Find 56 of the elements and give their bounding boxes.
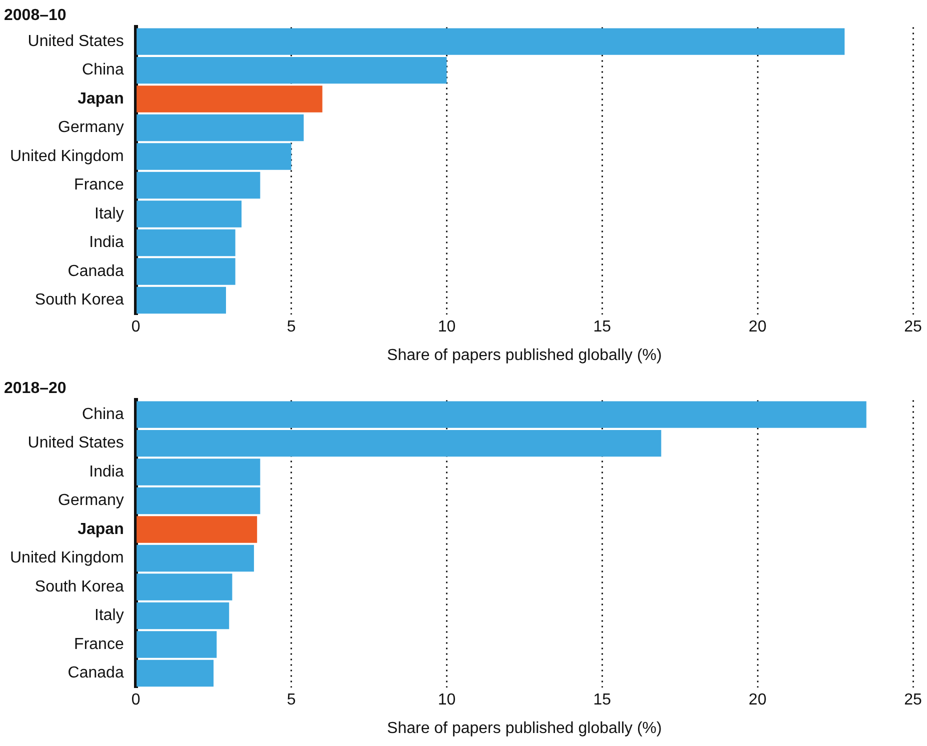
bar — [136, 114, 304, 142]
y-tick-label: China — [82, 406, 124, 423]
bar — [136, 143, 292, 170]
y-tick-label: Italy — [94, 205, 124, 222]
x-tick-label: 5 — [286, 692, 296, 709]
bar — [136, 458, 260, 486]
bar — [136, 631, 217, 658]
bar — [136, 401, 866, 428]
y-tick-label: United States — [28, 434, 124, 452]
x-tick-label: 0 — [131, 318, 140, 336]
bar — [136, 28, 845, 55]
x-tick-label: 10 — [438, 692, 456, 709]
y-tick-label: France — [74, 636, 124, 653]
y-tick-label: United Kingdom — [10, 550, 124, 567]
bar — [136, 86, 322, 112]
y-tick-label: Italy — [94, 607, 124, 624]
bar — [136, 430, 662, 457]
x-axis-title: Share of papers published globally (%) — [387, 720, 662, 737]
y-tick-label: Canada — [68, 262, 124, 280]
x-tick-label: 20 — [748, 318, 767, 336]
y-tick-label: China — [82, 62, 124, 79]
y-tick-label: Japan — [78, 520, 124, 538]
x-tick-label: 25 — [904, 692, 922, 709]
y-tick-label: United States — [28, 32, 124, 50]
y-tick-label: India — [89, 234, 124, 252]
bar — [136, 487, 260, 514]
y-tick-label: United Kingdom — [10, 148, 124, 165]
x-tick-label: 5 — [286, 318, 296, 336]
x-tick-label: 15 — [593, 318, 612, 336]
bar — [136, 56, 447, 84]
bar — [136, 544, 254, 572]
x-tick-label: 25 — [904, 318, 922, 336]
bar — [136, 258, 236, 285]
y-tick-label: Canada — [68, 664, 124, 682]
x-tick-label: 15 — [593, 692, 612, 709]
y-tick-label: South Korea — [34, 578, 124, 596]
y-tick-label: France — [74, 176, 124, 194]
bar — [136, 229, 236, 256]
x-tick-label: 0 — [131, 692, 140, 709]
bar — [136, 574, 232, 600]
bar — [136, 200, 242, 228]
bar — [136, 172, 260, 199]
bar — [136, 286, 226, 314]
x-tick-label: 20 — [748, 692, 767, 709]
x-axis-title: Share of papers published globally (%) — [387, 346, 662, 364]
y-tick-label: Germany — [58, 119, 124, 136]
y-tick-label: India — [89, 463, 124, 480]
chart-title: 2008–10 — [4, 7, 66, 24]
y-tick-label: Germany — [58, 492, 124, 510]
bar — [136, 602, 230, 630]
y-tick-label: Japan — [78, 90, 124, 108]
y-tick-label: South Korea — [34, 292, 124, 309]
chart-title: 2018–20 — [4, 380, 66, 398]
bar — [136, 660, 214, 687]
x-tick-label: 10 — [438, 318, 456, 336]
bar — [136, 516, 258, 543]
